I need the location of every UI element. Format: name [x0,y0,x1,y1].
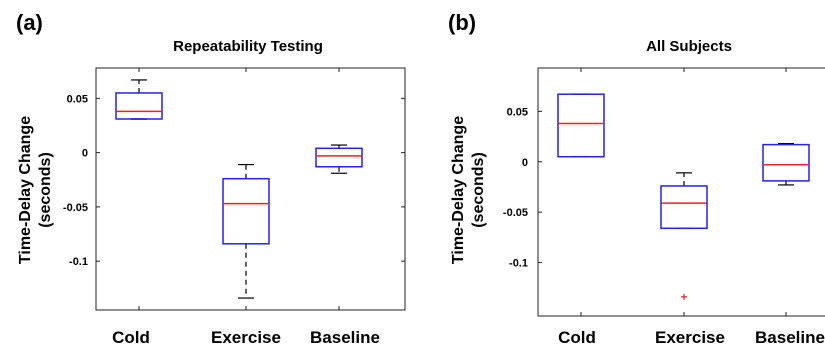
box-cold [557,93,605,158]
y-axis-label: Time-Delay Change (seconds) [450,116,487,264]
panel-label: (a) [16,10,43,35]
box-baseline [315,144,363,174]
chart-title: Repeatability Testing [173,38,323,55]
category-label: Cold [112,328,150,347]
category-label: Exercise [655,328,725,347]
chart-title: All Subjects [646,38,732,55]
category-label: Baseline [755,328,825,347]
box-baseline [762,143,810,186]
category-label: Exercise [211,328,281,347]
chart-panel-a: (a) Repeatability Testing Time-Delay Chang… [16,10,406,347]
y-tick-label: 0 [522,157,528,169]
box-exercise [222,163,270,299]
y-tick-label: -0.05 [63,202,88,214]
y-tick-label: -0.05 [503,207,528,219]
box-iqr [762,143,810,182]
panel-label: (b) [448,10,476,35]
box-iqr [660,185,708,230]
y-axis-label: Time-Delay Change (seconds) [17,116,54,264]
box-cold [115,79,163,120]
y-tick-label: 0.05 [507,106,528,118]
box-iqr [557,93,605,158]
box-iqr [115,92,163,120]
box-iqr [222,177,270,245]
category-label: Baseline [310,328,380,347]
axes-frame [95,67,406,311]
y-tick-label: 0.05 [67,93,88,105]
box-iqr [315,147,363,168]
chart-panel-b: (b) All Subjects Time-Delay Change (seconds… [448,10,825,347]
y-tick-label: -0.1 [69,256,88,268]
axes-frame [537,67,825,317]
category-label: Cold [558,328,596,347]
y-tick-label: 0 [82,148,88,160]
box-exercise [660,172,708,300]
y-tick-label: -0.1 [509,258,528,270]
